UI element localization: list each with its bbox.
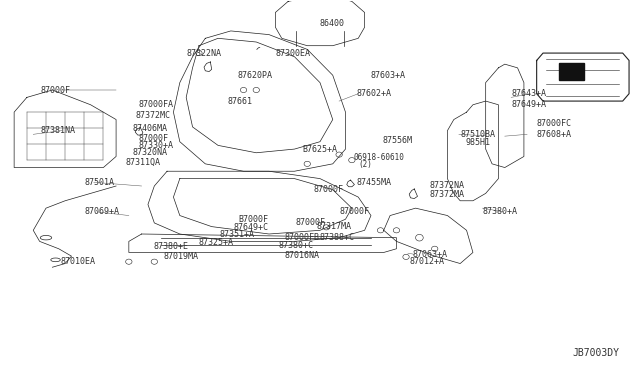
Text: 87372MA: 87372MA: [429, 190, 465, 199]
Text: 87000F: 87000F: [138, 134, 168, 142]
Text: 87602+A: 87602+A: [357, 89, 392, 98]
Text: 87620PA: 87620PA: [237, 71, 272, 80]
Text: JB7003DY: JB7003DY: [573, 348, 620, 358]
Text: 87501A: 87501A: [84, 178, 114, 187]
Text: 86400: 86400: [320, 19, 345, 28]
Text: 87556M: 87556M: [383, 137, 412, 145]
Text: 87325+A: 87325+A: [199, 238, 234, 247]
Text: 87380+C: 87380+C: [278, 241, 314, 250]
Text: 87311QA: 87311QA: [125, 157, 161, 167]
Text: 87000F: 87000F: [339, 207, 369, 217]
Text: 87016NA: 87016NA: [285, 251, 320, 260]
Text: 87649+A: 87649+A: [511, 100, 546, 109]
Text: 87649+C: 87649+C: [234, 223, 268, 232]
Text: 87661: 87661: [228, 97, 253, 106]
Text: 87608+A: 87608+A: [537, 130, 572, 139]
Text: 985H1: 985H1: [465, 138, 490, 147]
Text: 87000F: 87000F: [314, 185, 344, 194]
Text: 87000F: 87000F: [41, 86, 71, 94]
Text: 87381NA: 87381NA: [41, 126, 76, 135]
Text: B7000F: B7000F: [239, 215, 268, 224]
Text: 87000FB: 87000FB: [285, 233, 320, 242]
Text: 87012+A: 87012+A: [409, 257, 444, 266]
Text: 87300EA: 87300EA: [275, 49, 310, 58]
Text: 87000F: 87000F: [296, 218, 326, 227]
Text: 87406MA: 87406MA: [132, 124, 167, 133]
Text: 87603+A: 87603+A: [371, 71, 406, 80]
Text: 87320NA: 87320NA: [132, 148, 167, 157]
Text: 87069+A: 87069+A: [84, 207, 119, 217]
Text: 87455MA: 87455MA: [357, 178, 392, 187]
Text: 87322NA: 87322NA: [186, 49, 221, 58]
Text: 87010EA: 87010EA: [60, 257, 95, 266]
Text: 87351+A: 87351+A: [220, 230, 254, 239]
Text: 87510BA: 87510BA: [460, 130, 495, 139]
Text: 87063+A: 87063+A: [412, 250, 447, 259]
Text: 87380+A: 87380+A: [483, 207, 518, 217]
Text: 87019MA: 87019MA: [164, 252, 199, 262]
Text: 87330+A: 87330+A: [138, 141, 173, 150]
Text: 87000FC: 87000FC: [537, 119, 572, 128]
Text: 87372NA: 87372NA: [429, 182, 465, 190]
Text: 87317MA: 87317MA: [317, 222, 352, 231]
Text: B7625+A: B7625+A: [302, 145, 337, 154]
Bar: [559, 63, 584, 80]
Text: 06918-60610: 06918-60610: [354, 153, 404, 162]
Text: (2): (2): [358, 160, 372, 169]
Text: 87000FA: 87000FA: [138, 100, 173, 109]
Text: 87372MC: 87372MC: [135, 111, 170, 121]
Text: 87388+C: 87388+C: [320, 233, 355, 242]
Text: 87643+A: 87643+A: [511, 89, 546, 98]
Text: 87380+E: 87380+E: [153, 243, 188, 251]
